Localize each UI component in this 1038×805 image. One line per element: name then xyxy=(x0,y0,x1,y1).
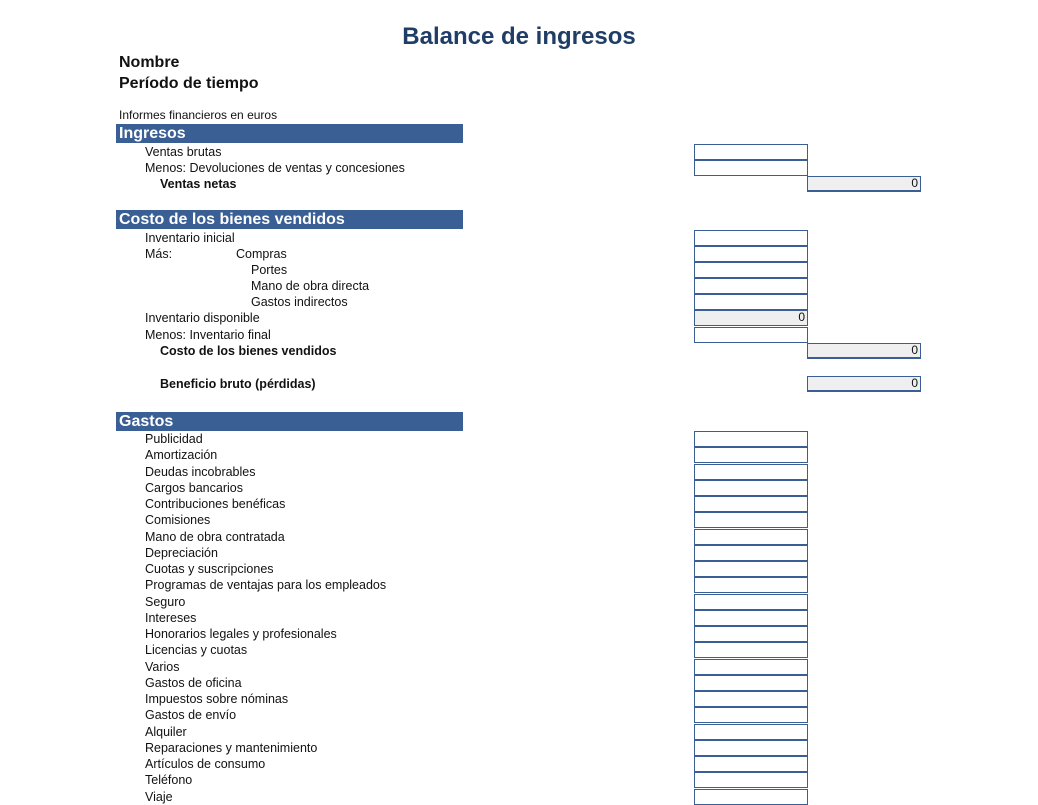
gastos-row-label: Publicidad xyxy=(145,432,203,446)
gastos-row-input-field[interactable] xyxy=(694,577,808,594)
costo-row-7-value-field: 0 xyxy=(807,343,921,359)
costo-row-6-input-field[interactable] xyxy=(694,327,808,343)
gastos-row-input-field[interactable] xyxy=(694,658,808,675)
gastos-row-input-field[interactable] xyxy=(694,463,808,480)
gastos-row-input-field[interactable] xyxy=(694,431,808,447)
gastos-row-label: Varios xyxy=(145,659,180,674)
gastos-row-input-field[interactable] xyxy=(694,756,808,772)
gastos-row-input-field[interactable] xyxy=(694,561,808,577)
gastos-row-input-field[interactable] xyxy=(694,479,808,496)
costo-row-5-value-field: 0 xyxy=(694,310,808,326)
costo-row-1-input-field[interactable] xyxy=(694,246,808,262)
gastos-row-input-field[interactable] xyxy=(694,512,808,529)
costo-row-3-input-field[interactable] xyxy=(694,278,808,294)
costo-row-2-label: Portes xyxy=(251,263,288,277)
gastos-row-label: Alquiler xyxy=(145,724,187,739)
ingresos-row-2-value-field: 0 xyxy=(807,176,921,192)
gastos-row-input-field[interactable] xyxy=(694,528,808,545)
gastos-row-input-field[interactable] xyxy=(694,626,808,642)
gastos-row-label: Gastos de envío xyxy=(145,708,237,723)
costo-row-7-label: Costo de los bienes vendidos xyxy=(160,344,337,358)
gastos-row-label: Cuotas y suscripciones xyxy=(145,562,274,576)
gastos-row-input-field[interactable] xyxy=(694,772,808,789)
gastos-row-label: Artículos de consumo xyxy=(145,757,266,771)
ingresos-row-0-input-field[interactable] xyxy=(694,144,808,160)
period-label: Período de tiempo xyxy=(119,75,259,92)
gastos-row-input-field[interactable] xyxy=(694,691,808,707)
gastos-row-label: Deudas incobrables xyxy=(145,464,256,479)
costo-row-8-value-field: 0 xyxy=(807,376,921,392)
ingresos-row-2-label: Ventas netas xyxy=(160,177,237,191)
gastos-row-input-field[interactable] xyxy=(694,788,808,805)
ingresos-row-0-label: Ventas brutas xyxy=(145,145,222,159)
gastos-row-label: Honorarios legales y profesionales xyxy=(145,627,337,641)
costo-row-8-label: Beneficio bruto (pérdidas) xyxy=(160,377,316,391)
section-header-costo: Costo de los bienes vendidos xyxy=(116,210,463,229)
gastos-row-input-field[interactable] xyxy=(694,674,808,691)
gastos-row-input-field[interactable] xyxy=(694,642,808,659)
gastos-row-label: Reparaciones y mantenimiento xyxy=(145,740,318,755)
ingresos-row-1-input-field[interactable] xyxy=(694,160,808,176)
section-header-ingresos: Ingresos xyxy=(116,124,463,143)
gastos-row-label: Comisiones xyxy=(145,513,211,528)
gastos-row-input-field[interactable] xyxy=(694,447,808,464)
gastos-row-label: Mano de obra contratada xyxy=(145,529,285,544)
gastos-row-input-field[interactable] xyxy=(694,609,808,626)
costo-row-3-label: Mano de obra directa xyxy=(251,279,370,293)
section-header-gastos: Gastos xyxy=(116,412,463,431)
costo-row-4-label: Gastos indirectos xyxy=(251,295,348,309)
gastos-row-label: Cargos bancarios xyxy=(145,480,243,495)
costo-row-4-input-field[interactable] xyxy=(694,294,808,310)
gastos-row-input-field[interactable] xyxy=(694,739,808,756)
gastos-row-input-field[interactable] xyxy=(694,496,808,512)
gastos-row-label: Intereses xyxy=(145,610,197,625)
page-title: Balance de ingresos xyxy=(402,23,636,50)
costo-row-0-label: Inventario inicial xyxy=(145,231,235,245)
gastos-row-label: Teléfono xyxy=(145,773,193,788)
costo-row-1-label: Más: xyxy=(145,247,173,261)
costo-row-2-input-field[interactable] xyxy=(694,262,808,278)
costo-row-6-label: Menos: Inventario final xyxy=(145,328,271,342)
gastos-row-label: Licencias y cuotas xyxy=(145,643,248,658)
gastos-row-label: Contribuciones benéficas xyxy=(145,497,286,511)
gastos-row-label: Gastos de oficina xyxy=(145,675,242,690)
gastos-row-label: Impuestos sobre nóminas xyxy=(145,692,289,706)
costo-row-1-sublabel: Compras xyxy=(236,247,287,261)
ingresos-row-1-label: Menos: Devoluciones de ventas y concesio… xyxy=(145,161,405,175)
gastos-row-input-field[interactable] xyxy=(694,593,808,610)
gastos-row-input-field[interactable] xyxy=(694,723,808,740)
gastos-row-label: Seguro xyxy=(145,594,186,609)
gastos-row-label: Amortización xyxy=(145,448,218,463)
gastos-row-label: Viaje xyxy=(145,789,173,804)
name-label: Nombre xyxy=(119,54,180,71)
gastos-row-label: Programas de ventajas para los empleados xyxy=(145,578,387,593)
currency-note: Informes financieros en euros xyxy=(119,108,278,122)
gastos-row-input-field[interactable] xyxy=(694,544,808,561)
costo-row-0-input-field[interactable] xyxy=(694,230,808,246)
gastos-row-label: Depreciación xyxy=(145,545,218,560)
costo-row-5-label: Inventario disponible xyxy=(145,311,260,325)
gastos-row-input-field[interactable] xyxy=(694,707,808,724)
